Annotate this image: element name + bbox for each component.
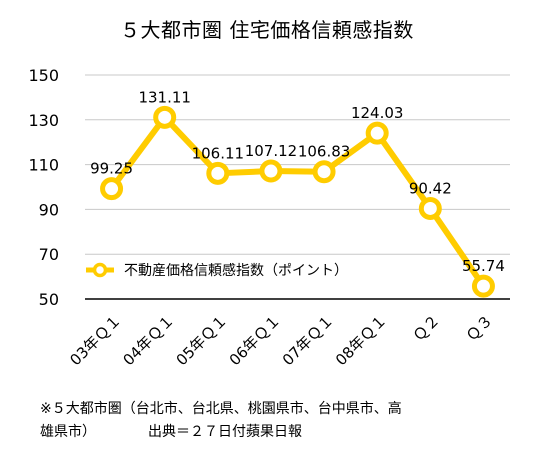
y-tick-label-110: 110 (28, 156, 59, 175)
data-label-6: 90.42 (409, 179, 452, 197)
x-tick-label-1: 04年Ｑ１ (119, 311, 177, 369)
y-tick-label-50: 50 (39, 290, 59, 309)
data-label-3: 107.12 (245, 142, 298, 160)
legend-marker (92, 262, 108, 278)
data-label-0: 99.25 (90, 160, 133, 178)
data-point-7 (471, 274, 495, 298)
data-label-7: 55.74 (462, 257, 505, 275)
chart-title: ５大都市圏 住宅価格信頼感指数 (120, 18, 414, 42)
footnote-region-end: 雄県市） (40, 424, 96, 440)
x-tick-label-6: Ｑ２ (409, 311, 443, 345)
x-tick-label-2: 05年Ｑ１ (173, 311, 231, 369)
data-point-3 (259, 159, 283, 183)
footnote-source: 出典＝２７日付蘋果日報 (148, 424, 302, 440)
data-point-5 (365, 121, 389, 145)
x-tick-label-7: Ｑ３ (462, 311, 496, 345)
data-point-1 (153, 105, 177, 129)
series-line-0 (108, 114, 487, 290)
legend-label: 不動産価格信頼感指数（ポイント） (124, 262, 348, 279)
data-point-0 (100, 177, 124, 201)
data-label-4: 106.83 (298, 143, 351, 161)
x-tick-label-5: 08年Ｑ１ (332, 311, 390, 369)
y-tick-label-150: 150 (28, 66, 59, 85)
footnote-line-2: 雄県市） 出典＝２７日付蘋果日報 (40, 421, 302, 443)
data-point-6 (418, 196, 442, 220)
x-tick-label-4: 07年Ｑ１ (279, 311, 337, 369)
data-label-1: 131.11 (138, 88, 191, 106)
data-label-2: 106.11 (192, 144, 245, 162)
x-tick-label-0: 03年Ｑ１ (66, 311, 124, 369)
data-point-4 (312, 160, 336, 184)
y-tick-label-130: 130 (28, 111, 59, 130)
data-point-2 (206, 161, 230, 185)
data-label-5: 124.03 (351, 104, 404, 122)
y-tick-label-90: 90 (39, 200, 59, 219)
x-tick-label-3: 06年Ｑ１ (226, 311, 284, 369)
footnote-line-1: ※５大都市圏（台北市、台北県、桃園県市、台中県市、高 (40, 401, 402, 417)
y-tick-label-70: 70 (39, 245, 59, 264)
